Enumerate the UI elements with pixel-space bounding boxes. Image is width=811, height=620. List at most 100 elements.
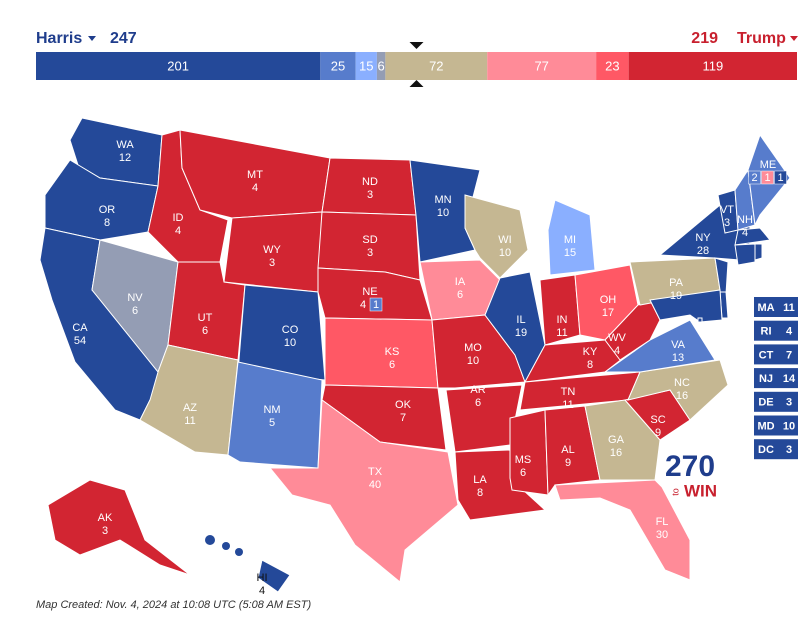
state-votes: 8 xyxy=(104,217,110,229)
right-candidate[interactable]: Trump xyxy=(737,30,786,47)
state-votes: 11 xyxy=(562,399,573,411)
state-shape xyxy=(44,159,159,241)
state-abbr: GA xyxy=(608,434,625,446)
state-abbr: ME xyxy=(760,159,777,171)
state-abbr: NM xyxy=(263,404,280,416)
state-abbr: CT xyxy=(759,349,774,361)
state-abbr: MI xyxy=(564,234,576,246)
state-votes: 11 xyxy=(783,302,795,314)
state-shape xyxy=(227,361,323,469)
state-votes: 11 xyxy=(556,327,567,339)
state-votes: 4 xyxy=(252,182,258,194)
state-votes: 14 xyxy=(783,373,796,385)
state-shape xyxy=(697,317,703,323)
state-shape xyxy=(584,399,661,481)
bar-label: 77 xyxy=(534,58,548,73)
state-abbr: UT xyxy=(198,312,213,324)
bar-segment xyxy=(628,52,797,80)
state-votes: 3 xyxy=(786,444,792,456)
majority-marker xyxy=(409,42,424,49)
small-state-box xyxy=(754,320,798,341)
state-abbr: LA xyxy=(473,474,487,486)
state-abbr: DC xyxy=(758,444,774,456)
state-abbr: TN xyxy=(561,386,576,398)
state-shape xyxy=(257,559,291,593)
state-votes: 40 xyxy=(369,479,381,491)
state-abbr: MS xyxy=(515,454,532,466)
district-votes: 1 xyxy=(764,172,770,184)
state-votes: 7 xyxy=(400,412,406,424)
state-votes: 12 xyxy=(119,152,131,164)
bar-label: 72 xyxy=(429,58,443,73)
state-votes: 3 xyxy=(786,397,792,409)
state-votes: 6 xyxy=(389,359,395,371)
island-shape xyxy=(235,548,243,556)
state-abbr: KS xyxy=(385,346,400,358)
state-shape xyxy=(464,194,529,279)
state-abbr: OR xyxy=(99,204,116,216)
left-candidate[interactable]: Harris xyxy=(36,30,82,47)
state-abbr: KY xyxy=(583,346,598,358)
state-votes: 30 xyxy=(656,529,668,541)
logo-number: 270 xyxy=(665,450,715,483)
district-box xyxy=(748,170,761,185)
state-abbr: WA xyxy=(116,139,134,151)
state-abbr: NE xyxy=(362,286,377,298)
dropdown-caret[interactable] xyxy=(88,36,96,41)
state-abbr: MA xyxy=(757,302,774,314)
right-total: 219 xyxy=(691,30,718,47)
state-abbr: SC xyxy=(650,414,665,426)
bar-segment xyxy=(596,52,629,80)
state-votes: 6 xyxy=(475,397,481,409)
bar-segment xyxy=(385,52,488,80)
state-abbr: IL xyxy=(516,314,525,326)
state-shape xyxy=(509,409,549,496)
state-votes: 4 xyxy=(786,326,793,338)
state-abbr: RI xyxy=(761,326,772,338)
state-abbr: MT xyxy=(247,169,263,181)
dropdown-caret[interactable] xyxy=(790,36,798,41)
state-abbr: OK xyxy=(395,399,412,411)
district-votes: 4 xyxy=(360,299,366,311)
district-box xyxy=(761,170,774,185)
state-abbr: WI xyxy=(498,234,511,246)
state-shape xyxy=(268,399,459,583)
state-abbr: CA xyxy=(72,322,88,334)
state-votes: 6 xyxy=(520,467,526,479)
state-abbr: MN xyxy=(434,194,451,206)
state-votes: 10 xyxy=(467,355,479,367)
state-abbr: PA xyxy=(669,277,684,289)
state-votes: 7 xyxy=(786,349,792,361)
state-votes: 15 xyxy=(564,247,576,259)
state-votes: 10 xyxy=(783,420,795,432)
state-abbr: VA xyxy=(671,339,686,351)
majority-marker xyxy=(409,80,424,87)
state-abbr: SD xyxy=(362,234,377,246)
state-abbr: MD xyxy=(757,420,774,432)
district-box xyxy=(369,297,383,312)
state-votes: 6 xyxy=(202,325,208,337)
left-total: 247 xyxy=(110,30,137,47)
bar-label: 201 xyxy=(167,58,189,73)
state-abbr: AK xyxy=(98,512,113,524)
district-votes: 1 xyxy=(373,299,379,311)
state-abbr: WY xyxy=(263,244,281,256)
state-votes: 6 xyxy=(132,305,138,317)
state-votes: 9 xyxy=(655,427,661,439)
small-state-box xyxy=(754,344,798,365)
bar-segment xyxy=(355,52,377,80)
state-abbr: NY xyxy=(695,232,711,244)
state-votes: 19 xyxy=(670,290,682,302)
state-abbr: NC xyxy=(674,377,690,389)
bar-segment xyxy=(487,52,597,80)
state-votes: 6 xyxy=(457,289,463,301)
district-votes: 2 xyxy=(751,172,757,184)
state-abbr: TX xyxy=(368,466,383,478)
state-abbr: WV xyxy=(608,332,626,344)
state-shape xyxy=(47,479,191,576)
small-state-box xyxy=(754,297,798,317)
state-abbr: AR xyxy=(470,384,485,396)
state-votes: 16 xyxy=(676,390,688,402)
